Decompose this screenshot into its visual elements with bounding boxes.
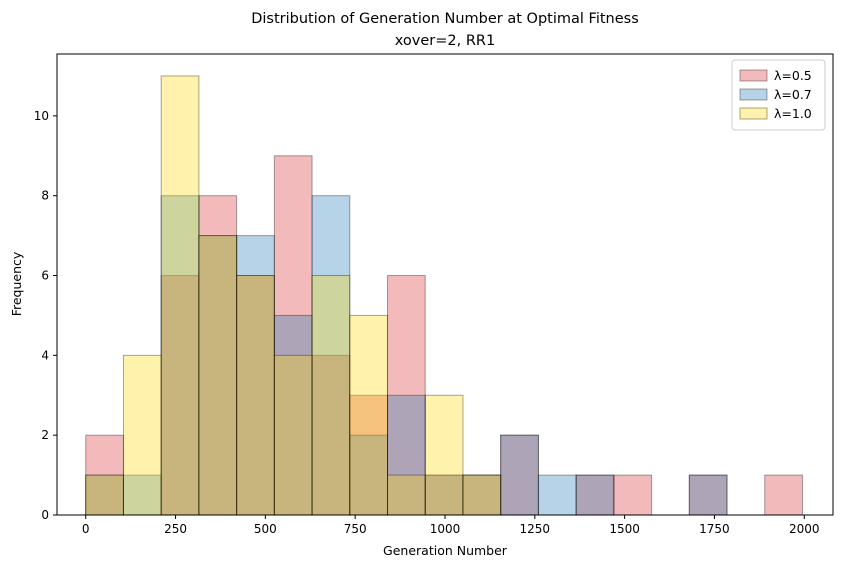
legend-label: λ=0.7 — [774, 87, 812, 102]
bar — [500, 434, 539, 516]
bar — [688, 474, 728, 516]
legend-box — [731, 59, 826, 131]
bar — [311, 275, 351, 516]
series-1-bars — [85, 155, 803, 516]
bar — [387, 275, 426, 516]
bar — [349, 314, 389, 516]
bar — [500, 434, 539, 516]
bar — [122, 354, 162, 516]
bar — [613, 474, 653, 516]
y-tick-label: 0 — [41, 508, 49, 522]
y-tick-label: 8 — [41, 189, 49, 203]
y-tick-label: 10 — [34, 109, 49, 123]
x-tick-label: 250 — [164, 522, 187, 536]
x-tick-label: 2000 — [789, 522, 820, 536]
bar — [236, 275, 275, 516]
bar — [424, 394, 464, 516]
bar — [236, 235, 275, 516]
y-axis-ticks: 0 2 4 6 8 10 — [34, 109, 57, 522]
series-3-bars — [85, 75, 502, 516]
legend-label: λ=0.5 — [774, 68, 812, 83]
bar — [349, 434, 389, 516]
legend: λ=0.5 λ=0.7 λ=1.0 — [731, 59, 826, 131]
bar — [387, 474, 426, 516]
bar — [764, 474, 803, 516]
bar — [85, 474, 124, 516]
y-tick-label: 4 — [41, 348, 49, 362]
bar — [387, 394, 426, 516]
bar — [122, 474, 162, 516]
x-tick-label: 1000 — [430, 522, 461, 536]
bar — [160, 75, 200, 516]
x-tick-label: 500 — [254, 522, 277, 536]
bar — [160, 195, 200, 516]
bar — [198, 235, 238, 516]
bar — [462, 474, 502, 516]
bar — [462, 474, 502, 516]
bar — [273, 354, 313, 516]
bar — [236, 275, 275, 516]
y-tick-label: 2 — [41, 428, 49, 442]
y-tick-label: 6 — [41, 269, 49, 283]
x-axis-label: Generation Number — [383, 543, 508, 558]
bar — [688, 474, 728, 516]
x-tick-label: 0 — [82, 522, 90, 536]
chart-title: Distribution of Generation Number at Opt… — [251, 11, 639, 27]
x-tick-label: 1500 — [609, 522, 640, 536]
histogram-bars — [85, 75, 803, 516]
bar — [462, 474, 502, 516]
y-axis-label: Frequency — [9, 251, 24, 316]
legend-swatch — [739, 69, 768, 82]
bar — [160, 275, 200, 516]
bar — [575, 474, 615, 516]
legend-swatch — [739, 88, 768, 101]
bar — [198, 195, 238, 516]
chart-subtitle: xover=2, RR1 — [395, 33, 495, 49]
bar — [575, 474, 615, 516]
legend-label: λ=1.0 — [774, 106, 812, 121]
bar — [198, 235, 238, 516]
bar — [85, 474, 124, 516]
bar — [311, 195, 351, 516]
legend-swatch — [739, 107, 768, 120]
series-2-bars — [85, 195, 728, 516]
x-tick-label: 750 — [344, 522, 367, 536]
x-tick-label: 1750 — [699, 522, 730, 536]
bar — [311, 354, 351, 516]
x-axis-ticks: 0 250 500 750 1000 1250 1500 1750 2000 — [82, 515, 820, 536]
bar — [537, 474, 577, 516]
bar — [273, 314, 313, 516]
x-tick-label: 1250 — [520, 522, 551, 536]
bar — [85, 434, 124, 516]
